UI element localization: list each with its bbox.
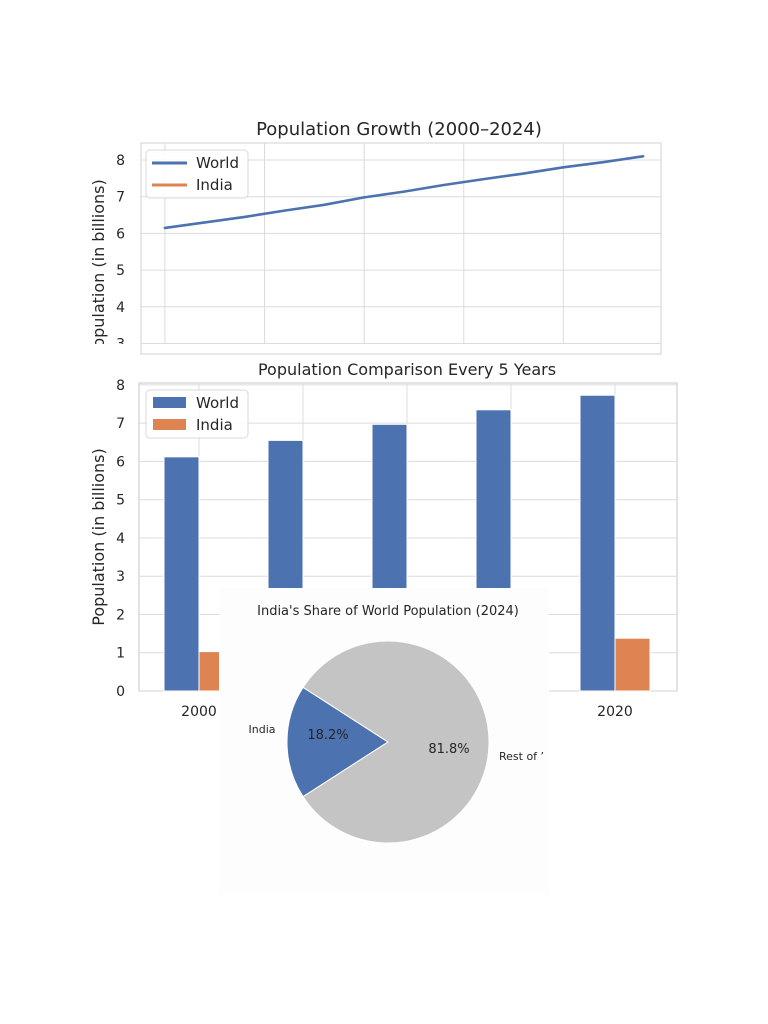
bar-world-2020 xyxy=(579,394,616,692)
line-chart-y-tick-label: 8 xyxy=(116,153,125,169)
bar-legend-label-india: India xyxy=(196,416,233,434)
bar-chart-y-tick-label: 7 xyxy=(116,416,125,432)
bar-chart-y-tick-label: 3 xyxy=(116,569,125,585)
line-chart-y-ticks: 3 4 5 6 7 8 xyxy=(116,153,125,353)
bar-legend-swatch-world xyxy=(153,397,186,408)
bar-chart-x-ticks: 2000 2020 xyxy=(181,704,633,720)
line-chart-y-tick-label: 5 xyxy=(116,263,125,279)
pie-chart-title: India's Share of World Population (2024) xyxy=(257,604,519,619)
pie-value-label-rest-of-world: 81.8% xyxy=(428,742,469,757)
bar-legend-swatch-india xyxy=(153,419,186,430)
bar-chart-y-tick-label: 2 xyxy=(116,607,125,623)
line-chart-y-tick-label: 3 xyxy=(116,337,125,353)
line-legend-label-world: World xyxy=(196,154,239,172)
bar-chart-y-tick-label: 4 xyxy=(116,531,125,547)
bar-chart-y-tick-label: 8 xyxy=(116,378,125,394)
bar-chart-y-tick-label: 0 xyxy=(116,684,125,700)
bar-chart-y-tick-label: 1 xyxy=(116,646,125,662)
pie-slice-rest-of-world xyxy=(302,640,490,844)
line-chart-y-tick-label: 6 xyxy=(116,226,125,242)
bar-chart-title: Population Comparison Every 5 Years xyxy=(258,360,556,379)
bar-chart-y-tick-label: 5 xyxy=(116,493,125,509)
bar-india-2020 xyxy=(614,637,651,692)
line-chart-title: Population Growth (2000–2024) xyxy=(256,119,542,140)
bar-legend-label-world: World xyxy=(196,394,239,412)
bar-chart-y-label: Population (in billions) xyxy=(89,448,108,626)
line-chart-series xyxy=(163,155,645,230)
pie-category-label-rest-of-world: Rest of ’ xyxy=(499,750,544,763)
pie-category-label-india: India xyxy=(249,723,276,736)
bar-chart-legend: World India xyxy=(145,389,249,439)
pie-chart-slices: 18.2% India 81.8% Rest of ’ xyxy=(249,640,544,844)
line-chart-y-label: Population (in billions) xyxy=(89,179,108,357)
line-chart-legend: World India xyxy=(145,149,249,199)
pie-value-label-india: 18.2% xyxy=(307,728,348,743)
bar-chart-y-ticks: 0 1 2 3 4 5 6 7 8 xyxy=(116,378,125,700)
line-legend-label-india: India xyxy=(196,176,233,194)
line-chart-y-tick-label: 4 xyxy=(116,300,125,316)
line-chart-y-tick-label: 7 xyxy=(116,190,125,206)
line-series-world xyxy=(163,155,645,230)
line-chart: Population Growth (2000–2024) 3 4 5 6 7 8 Wor… xyxy=(116,119,662,355)
bar-chart-y-tick-label: 6 xyxy=(116,454,125,470)
bar-chart-x-tick-label: 2000 xyxy=(181,704,217,720)
pie-slice-india xyxy=(286,686,389,798)
pie-chart: India's Share of World Population (2024)… xyxy=(219,588,549,893)
bar-chart-x-tick-label: 2020 xyxy=(597,704,633,720)
bar-world-2000 xyxy=(163,456,200,692)
